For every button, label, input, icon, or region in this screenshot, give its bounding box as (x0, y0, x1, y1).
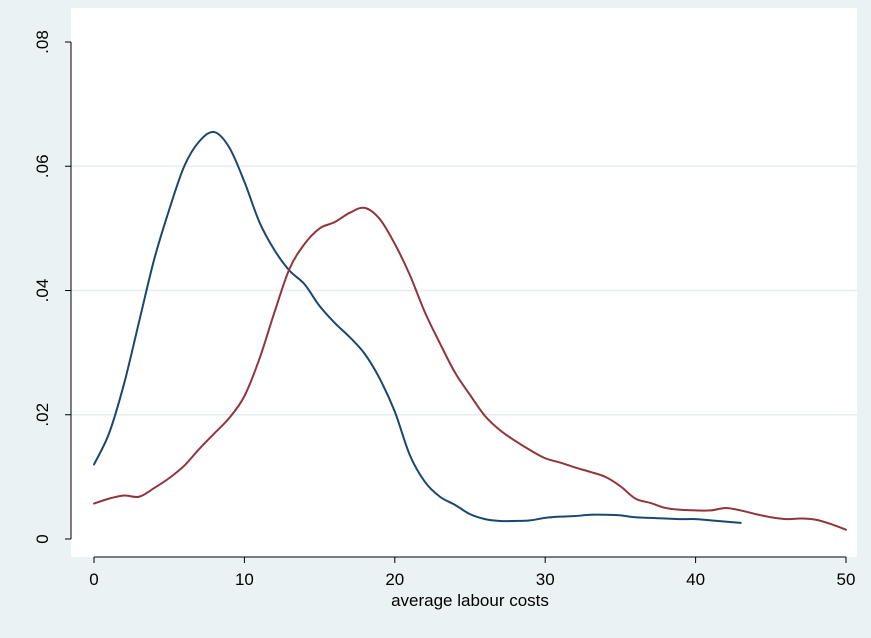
x-tick-label: 20 (385, 570, 404, 589)
series-lines (93, 130, 847, 531)
y-tick-label: .08 (33, 30, 52, 54)
x-axis-title: average labour costs (391, 591, 549, 610)
x-tick-label: 30 (536, 570, 555, 589)
x-tick-label: 10 (235, 570, 254, 589)
plot-area (71, 8, 857, 557)
y-tick-label: .02 (33, 403, 52, 427)
series-line-2 (93, 206, 847, 531)
series-line-1 (93, 130, 742, 524)
x-tick-label: 0 (89, 570, 98, 589)
y-tick-label: .04 (33, 279, 52, 303)
grid-lines (71, 165, 857, 416)
x-tick-label: 40 (686, 570, 705, 589)
y-tick-label: .06 (33, 154, 52, 178)
axes: 0 .02 .04 .06 .08 0 10 20 30 40 50 (33, 30, 855, 589)
x-tick-label: 50 (837, 570, 856, 589)
y-tick-label: 0 (33, 534, 52, 543)
